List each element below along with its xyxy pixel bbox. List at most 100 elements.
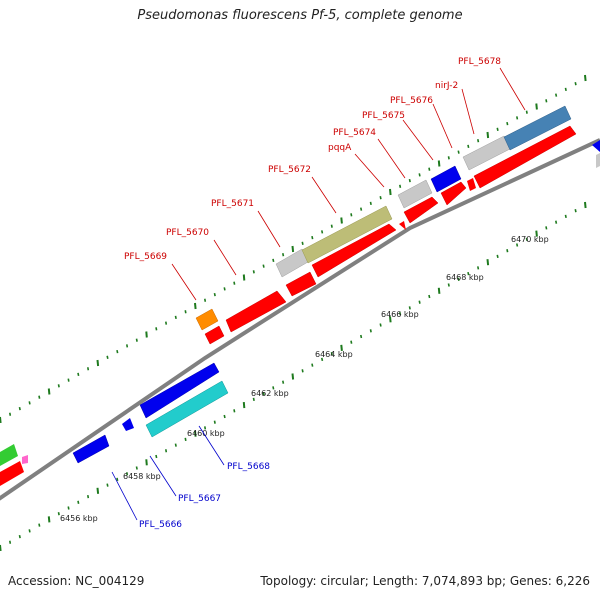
tick-mark-upper <box>584 74 587 82</box>
tick-mark-upper <box>301 241 304 245</box>
gene-red-pfl5669[interactable] <box>204 325 225 345</box>
tick-mark-lower <box>447 283 450 287</box>
tick-mark-upper <box>126 344 129 348</box>
gene-olive-pfl5672[interactable] <box>301 205 393 264</box>
tick-mark-lower <box>242 402 246 409</box>
tick-mark-upper <box>437 160 441 167</box>
gene-blue-pfl5675[interactable] <box>430 165 462 193</box>
gene-pink-left[interactable] <box>22 455 28 464</box>
tick-mark-upper <box>96 359 100 367</box>
reverse-genes <box>0 362 229 486</box>
leader-line <box>213 239 237 276</box>
gene-red-nirj2[interactable] <box>467 178 476 191</box>
gene-red-pfl5674[interactable] <box>403 196 439 224</box>
tick-mark-lower <box>87 494 90 499</box>
gene-red-pfl5672[interactable] <box>311 223 397 278</box>
tick-mark-upper <box>233 281 236 285</box>
leader-line <box>432 103 453 149</box>
gene-label[interactable]: PFL_5675 <box>362 111 405 121</box>
tick-mark-upper <box>321 230 324 234</box>
tick-mark-upper <box>457 150 460 154</box>
gene-grey-pfl5671[interactable] <box>275 248 309 278</box>
tick-mark-upper <box>350 213 353 217</box>
tick-mark-upper <box>87 367 90 371</box>
tick-mark-lower <box>350 340 353 344</box>
tick-mark-upper <box>506 121 509 126</box>
tick-mark-lower <box>545 226 548 230</box>
gene-blue-pfl5667[interactable] <box>72 434 110 464</box>
tick-mark-upper <box>9 412 12 416</box>
gene-blue-small[interactable] <box>122 418 134 431</box>
gene-steelblue-pfl5678[interactable] <box>503 105 572 151</box>
gene-label[interactable]: PFL_5668 <box>227 462 270 472</box>
gene-label[interactable]: PFL_5674 <box>333 128 376 138</box>
tick-mark-lower <box>116 477 119 482</box>
tick-mark-upper <box>535 103 538 110</box>
tick-mark-upper <box>545 99 548 103</box>
tick-mark-lower <box>555 220 558 224</box>
tick-mark-upper <box>525 110 528 114</box>
tick-mark-lower <box>194 430 197 437</box>
gene-label[interactable]: PFL_5669 <box>124 252 167 262</box>
tick-mark-lower <box>330 351 333 356</box>
tick-mark-lower <box>360 334 363 339</box>
gene-grey-edge[interactable] <box>596 153 600 168</box>
gene-red-pfl5676[interactable] <box>440 181 467 206</box>
ruler-label: 6456 kbp <box>60 514 98 523</box>
gene-label[interactable]: PFL_5670 <box>166 228 209 238</box>
tick-mark-upper <box>516 116 519 120</box>
gene-blue-pfl5668a[interactable] <box>139 362 220 419</box>
tick-mark-lower <box>291 373 295 380</box>
tick-mark-lower <box>213 420 216 424</box>
tick-mark-upper <box>184 310 187 314</box>
tick-mark-lower <box>233 409 236 413</box>
tick-mark-upper <box>428 167 431 171</box>
tick-mark-lower <box>9 540 12 544</box>
tick-mark-lower <box>399 311 402 316</box>
gene-green-left[interactable] <box>0 444 18 466</box>
tick-mark-lower <box>282 380 285 384</box>
leader-line <box>377 138 406 179</box>
gene-label[interactable]: pqqA <box>328 143 352 153</box>
tick-mark-upper <box>38 395 41 399</box>
tick-mark-upper <box>213 292 216 297</box>
tick-mark-lower <box>106 483 109 487</box>
leader-line <box>354 153 385 188</box>
tick-mark-lower <box>77 500 80 504</box>
gene-red-left[interactable] <box>0 461 24 486</box>
tick-mark-lower <box>428 294 431 299</box>
tick-mark-upper <box>379 196 382 200</box>
gene-label[interactable]: nirJ-2 <box>435 81 458 91</box>
reverse-leaders <box>111 425 225 521</box>
tick-mark-lower <box>486 259 490 266</box>
gene-grey-pfl5674[interactable] <box>397 179 433 209</box>
gene-orange[interactable] <box>195 308 219 331</box>
gene-red-pfl5671[interactable] <box>285 271 317 297</box>
gene-label[interactable]: PFL_5667 <box>178 494 221 504</box>
tick-mark-lower <box>301 369 304 373</box>
gene-red-pfl5678[interactable] <box>473 125 577 189</box>
leader-line <box>311 176 337 214</box>
tick-mark-lower <box>321 357 324 362</box>
gene-red-pfl5670[interactable] <box>225 290 287 333</box>
tick-mark-upper <box>496 127 499 131</box>
tick-mark-upper <box>0 416 2 424</box>
tick-mark-upper <box>555 93 558 97</box>
gene-red-pqqa[interactable] <box>399 221 406 230</box>
tick-mark-lower <box>516 243 519 247</box>
tick-mark-upper <box>155 327 158 331</box>
gene-label[interactable]: PFL_5666 <box>139 520 182 530</box>
tick-mark-upper <box>369 201 372 206</box>
gene-label[interactable]: PFL_5676 <box>390 96 433 106</box>
tick-mark-lower <box>0 544 2 552</box>
tick-mark-upper <box>242 274 246 281</box>
tick-mark-upper <box>486 131 490 139</box>
gene-label[interactable]: PFL_5678 <box>458 57 501 67</box>
ruler-label: 6460 kbp <box>187 429 225 438</box>
gene-label[interactable]: PFL_5671 <box>211 199 254 209</box>
gene-cyan-pfl5668[interactable] <box>145 380 229 438</box>
ruler-label: 6470 kbp <box>511 235 549 244</box>
gene-blue-edge[interactable] <box>592 140 600 152</box>
gene-label[interactable]: PFL_5672 <box>268 165 311 175</box>
tick-mark-lower <box>174 443 177 447</box>
